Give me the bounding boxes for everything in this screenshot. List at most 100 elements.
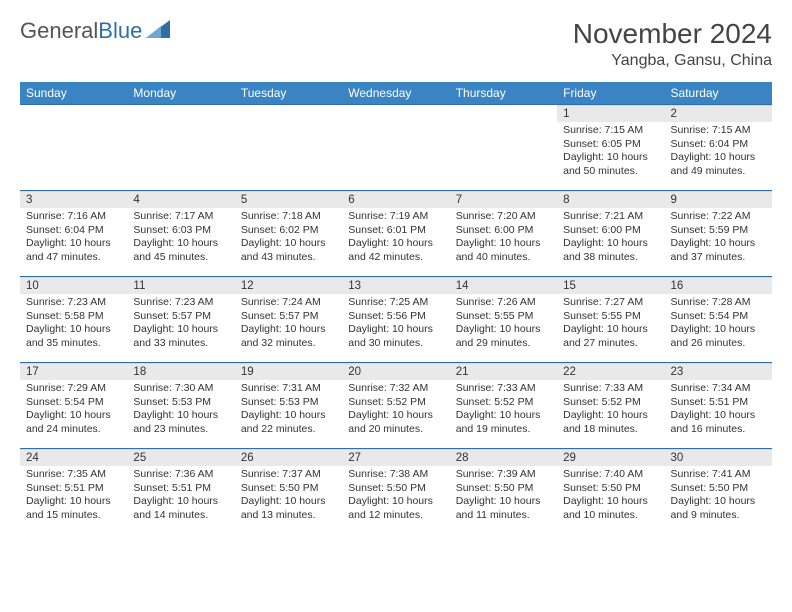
day-number: 10 (20, 277, 127, 294)
day-number: 7 (450, 191, 557, 208)
day-details: Sunrise: 7:15 AMSunset: 6:04 PMDaylight:… (665, 122, 772, 183)
day-number: 26 (235, 449, 342, 466)
weekday-header: Sunday (20, 82, 127, 105)
calendar-day-cell: 4Sunrise: 7:17 AMSunset: 6:03 PMDaylight… (127, 191, 234, 277)
calendar-day-cell: 18Sunrise: 7:30 AMSunset: 5:53 PMDayligh… (127, 363, 234, 449)
day-details: Sunrise: 7:26 AMSunset: 5:55 PMDaylight:… (450, 294, 557, 355)
calendar-day-cell: 21Sunrise: 7:33 AMSunset: 5:52 PMDayligh… (450, 363, 557, 449)
day-details: Sunrise: 7:25 AMSunset: 5:56 PMDaylight:… (342, 294, 449, 355)
day-details: Sunrise: 7:31 AMSunset: 5:53 PMDaylight:… (235, 380, 342, 441)
brand-logo: GeneralBlue (20, 18, 170, 44)
day-details: Sunrise: 7:23 AMSunset: 5:58 PMDaylight:… (20, 294, 127, 355)
calendar-header: SundayMondayTuesdayWednesdayThursdayFrid… (20, 82, 772, 105)
calendar-week-row: 17Sunrise: 7:29 AMSunset: 5:54 PMDayligh… (20, 363, 772, 449)
day-details: Sunrise: 7:15 AMSunset: 6:05 PMDaylight:… (557, 122, 664, 183)
brand-triangle-icon (146, 20, 170, 43)
calendar-week-row: 24Sunrise: 7:35 AMSunset: 5:51 PMDayligh… (20, 449, 772, 535)
day-details: Sunrise: 7:29 AMSunset: 5:54 PMDaylight:… (20, 380, 127, 441)
day-details: Sunrise: 7:20 AMSunset: 6:00 PMDaylight:… (450, 208, 557, 269)
day-number: 14 (450, 277, 557, 294)
day-details: Sunrise: 7:22 AMSunset: 5:59 PMDaylight:… (665, 208, 772, 269)
calendar-day-cell: 25Sunrise: 7:36 AMSunset: 5:51 PMDayligh… (127, 449, 234, 535)
day-number: 15 (557, 277, 664, 294)
calendar-day-cell: 2Sunrise: 7:15 AMSunset: 6:04 PMDaylight… (665, 105, 772, 191)
calendar-day-cell (450, 105, 557, 191)
day-number: 20 (342, 363, 449, 380)
day-details: Sunrise: 7:32 AMSunset: 5:52 PMDaylight:… (342, 380, 449, 441)
weekday-header: Tuesday (235, 82, 342, 105)
day-number: 4 (127, 191, 234, 208)
day-number: 29 (557, 449, 664, 466)
calendar-day-cell: 27Sunrise: 7:38 AMSunset: 5:50 PMDayligh… (342, 449, 449, 535)
calendar-body: 1Sunrise: 7:15 AMSunset: 6:05 PMDaylight… (20, 105, 772, 535)
day-number: 21 (450, 363, 557, 380)
day-details: Sunrise: 7:34 AMSunset: 5:51 PMDaylight:… (665, 380, 772, 441)
day-details: Sunrise: 7:27 AMSunset: 5:55 PMDaylight:… (557, 294, 664, 355)
calendar-day-cell: 5Sunrise: 7:18 AMSunset: 6:02 PMDaylight… (235, 191, 342, 277)
day-number: 27 (342, 449, 449, 466)
day-number: 12 (235, 277, 342, 294)
day-number: 24 (20, 449, 127, 466)
calendar-day-cell: 30Sunrise: 7:41 AMSunset: 5:50 PMDayligh… (665, 449, 772, 535)
calendar-day-cell: 23Sunrise: 7:34 AMSunset: 5:51 PMDayligh… (665, 363, 772, 449)
calendar-day-cell: 17Sunrise: 7:29 AMSunset: 5:54 PMDayligh… (20, 363, 127, 449)
calendar-day-cell: 16Sunrise: 7:28 AMSunset: 5:54 PMDayligh… (665, 277, 772, 363)
day-number: 9 (665, 191, 772, 208)
calendar-day-cell: 8Sunrise: 7:21 AMSunset: 6:00 PMDaylight… (557, 191, 664, 277)
day-number: 13 (342, 277, 449, 294)
day-details: Sunrise: 7:33 AMSunset: 5:52 PMDaylight:… (557, 380, 664, 441)
calendar-day-cell: 13Sunrise: 7:25 AMSunset: 5:56 PMDayligh… (342, 277, 449, 363)
day-number: 5 (235, 191, 342, 208)
day-details: Sunrise: 7:35 AMSunset: 5:51 PMDaylight:… (20, 466, 127, 527)
calendar-day-cell: 3Sunrise: 7:16 AMSunset: 6:04 PMDaylight… (20, 191, 127, 277)
day-number: 25 (127, 449, 234, 466)
page-header: GeneralBlue November 2024 Yangba, Gansu,… (20, 18, 772, 70)
calendar-day-cell: 15Sunrise: 7:27 AMSunset: 5:55 PMDayligh… (557, 277, 664, 363)
day-details: Sunrise: 7:21 AMSunset: 6:00 PMDaylight:… (557, 208, 664, 269)
brand-text: GeneralBlue (20, 18, 142, 44)
calendar-day-cell: 29Sunrise: 7:40 AMSunset: 5:50 PMDayligh… (557, 449, 664, 535)
calendar-day-cell: 9Sunrise: 7:22 AMSunset: 5:59 PMDaylight… (665, 191, 772, 277)
day-details: Sunrise: 7:28 AMSunset: 5:54 PMDaylight:… (665, 294, 772, 355)
brand-part1: General (20, 18, 98, 43)
day-details: Sunrise: 7:33 AMSunset: 5:52 PMDaylight:… (450, 380, 557, 441)
day-number: 1 (557, 105, 664, 122)
day-number: 23 (665, 363, 772, 380)
calendar-day-cell: 24Sunrise: 7:35 AMSunset: 5:51 PMDayligh… (20, 449, 127, 535)
day-details: Sunrise: 7:41 AMSunset: 5:50 PMDaylight:… (665, 466, 772, 527)
day-details: Sunrise: 7:24 AMSunset: 5:57 PMDaylight:… (235, 294, 342, 355)
calendar-day-cell: 14Sunrise: 7:26 AMSunset: 5:55 PMDayligh… (450, 277, 557, 363)
day-details: Sunrise: 7:39 AMSunset: 5:50 PMDaylight:… (450, 466, 557, 527)
calendar-day-cell: 12Sunrise: 7:24 AMSunset: 5:57 PMDayligh… (235, 277, 342, 363)
day-number: 17 (20, 363, 127, 380)
calendar-day-cell (235, 105, 342, 191)
weekday-header: Thursday (450, 82, 557, 105)
calendar-day-cell: 20Sunrise: 7:32 AMSunset: 5:52 PMDayligh… (342, 363, 449, 449)
day-number: 22 (557, 363, 664, 380)
calendar-day-cell: 10Sunrise: 7:23 AMSunset: 5:58 PMDayligh… (20, 277, 127, 363)
weekday-header: Saturday (665, 82, 772, 105)
day-number: 30 (665, 449, 772, 466)
brand-part2: Blue (98, 18, 142, 43)
calendar-day-cell (20, 105, 127, 191)
calendar-week-row: 1Sunrise: 7:15 AMSunset: 6:05 PMDaylight… (20, 105, 772, 191)
day-details: Sunrise: 7:23 AMSunset: 5:57 PMDaylight:… (127, 294, 234, 355)
day-number: 2 (665, 105, 772, 122)
day-number: 18 (127, 363, 234, 380)
day-number: 3 (20, 191, 127, 208)
calendar-day-cell: 19Sunrise: 7:31 AMSunset: 5:53 PMDayligh… (235, 363, 342, 449)
calendar-day-cell: 7Sunrise: 7:20 AMSunset: 6:00 PMDaylight… (450, 191, 557, 277)
day-details: Sunrise: 7:40 AMSunset: 5:50 PMDaylight:… (557, 466, 664, 527)
day-details: Sunrise: 7:36 AMSunset: 5:51 PMDaylight:… (127, 466, 234, 527)
day-number: 11 (127, 277, 234, 294)
day-number: 6 (342, 191, 449, 208)
day-details: Sunrise: 7:19 AMSunset: 6:01 PMDaylight:… (342, 208, 449, 269)
location: Yangba, Gansu, China (573, 52, 772, 70)
month-title: November 2024 (573, 18, 772, 50)
calendar-day-cell (127, 105, 234, 191)
day-number: 8 (557, 191, 664, 208)
calendar-day-cell: 11Sunrise: 7:23 AMSunset: 5:57 PMDayligh… (127, 277, 234, 363)
calendar-day-cell: 1Sunrise: 7:15 AMSunset: 6:05 PMDaylight… (557, 105, 664, 191)
calendar-day-cell (342, 105, 449, 191)
calendar-day-cell: 28Sunrise: 7:39 AMSunset: 5:50 PMDayligh… (450, 449, 557, 535)
